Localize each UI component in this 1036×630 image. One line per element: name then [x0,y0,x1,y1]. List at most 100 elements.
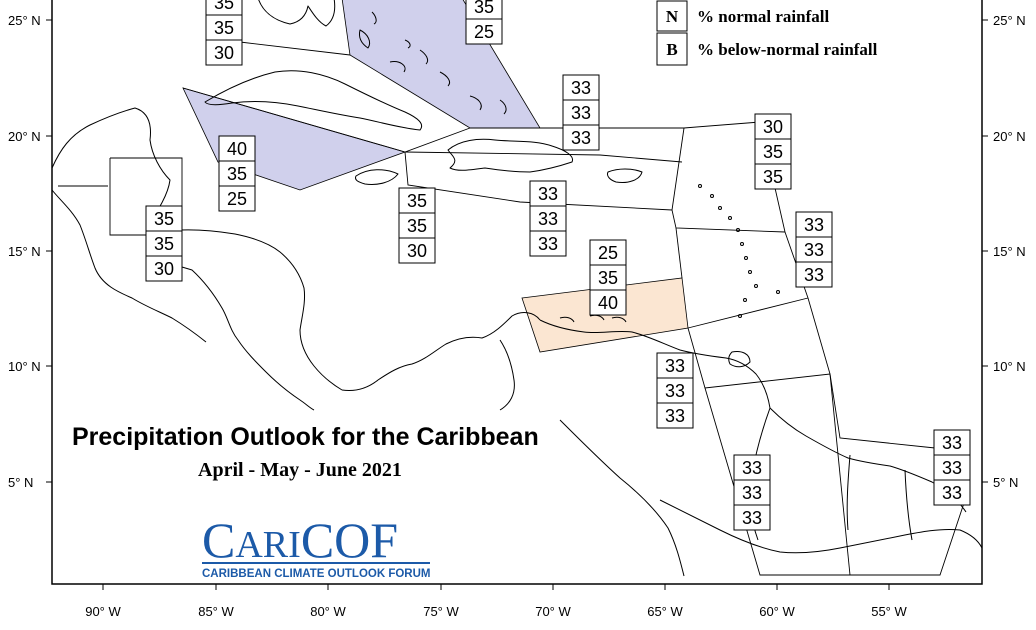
forecast-value: 25 [474,22,494,42]
legend-key-b [656,32,688,66]
lon-label: 55° W [871,604,907,619]
forecast-value: 33 [538,184,558,204]
lat-label-left: 25° N [8,13,41,28]
border-colombia [559,419,685,577]
forecast-cell [529,230,567,257]
coast-jamaica [355,169,399,185]
forecast-cell [933,479,971,506]
legend-key-b-letter: B [666,40,677,59]
legend-label-b: % below-normal rainfall [697,40,878,59]
forecast-value: 33 [742,483,762,503]
lat-label-right: 10° N [993,359,1026,374]
lat-label-right: 20° N [993,129,1026,144]
forecast-box-guyana: 33 33 33 [733,454,771,531]
forecast-boxes: 3535303525403525353530353530333333333333… [145,0,971,531]
forecast-cell [754,138,792,165]
forecast-value: 33 [742,508,762,528]
forecast-value: 33 [804,240,824,260]
legend-label-n: % normal rainfall [697,7,829,26]
lat-label-left: 15° N [8,244,41,259]
forecast-value: 33 [942,483,962,503]
forecast-value: 33 [804,215,824,235]
forecast-box-cayman: 40 35 25 [218,135,256,212]
lat-label-left: 5° N [8,475,33,490]
lat-label-right: 5° N [993,475,1018,490]
border-suriname [846,454,851,531]
forecast-value: 35 [214,18,234,38]
forecast-value: 35 [154,234,174,254]
lon-label: 70° W [535,604,571,619]
legend: N % normal rainfall B % below-normal rai… [656,0,878,66]
forecast-cell [218,185,256,212]
border-french-guiana [904,469,913,541]
forecast-value: 33 [538,209,558,229]
latitude-labels-left: 25° N 20° N 15° N 10° N 5° N [8,13,52,490]
forecast-cell [795,236,833,263]
forecast-value: 35 [598,268,618,288]
forecast-value: 35 [214,0,234,13]
forecast-cell [656,402,694,429]
forecast-cell [218,135,256,162]
latitude-labels-right: 25° N 20° N 15° N 10° N 5° N [982,13,1026,490]
lat-label-right: 25° N [993,13,1026,28]
lat-label-left: 20° N [8,129,41,144]
forecast-cell [205,39,243,66]
logo-text-ari: ARI [235,524,300,566]
legend-key-n-letter: N [666,7,679,26]
forecast-value: 35 [227,164,247,184]
coast-florida [258,0,336,27]
islands-lesser-antilles [698,184,780,318]
forecast-cell [656,352,694,379]
forecast-box-leeward-north: 30 35 35 [754,113,792,190]
forecast-cell [754,113,792,140]
forecast-cell [465,18,503,45]
forecast-value: 35 [407,216,427,236]
forecast-value: 30 [214,43,234,63]
forecast-box-belize: 35 35 30 [145,205,183,282]
forecast-cell [589,289,627,316]
forecast-cell [398,237,436,264]
lat-label-left: 10° N [8,359,41,374]
forecast-cell [733,479,771,506]
lon-label: 75° W [423,604,459,619]
logo-text-c: C [202,512,235,568]
logo-tagline: CARIBBEAN CLIMATE OUTLOOK FORUM [202,568,431,580]
forecast-cell [529,180,567,207]
svg-text:CARICOF: CARICOF [202,512,398,568]
forecast-cell [933,454,971,481]
lon-label: 90° W [85,604,121,619]
forecast-box-bahamas-north-west: 35 35 30 [205,0,243,66]
forecast-cell [795,211,833,238]
coast-maracaibo [499,339,515,411]
forecast-value: 33 [804,265,824,285]
forecast-value: 33 [571,128,591,148]
coastlines [51,0,983,577]
forecast-value: 40 [227,139,247,159]
forecast-value: 30 [154,259,174,279]
forecast-value: 30 [407,241,427,261]
forecast-value: 33 [571,103,591,123]
map-title: Precipitation Outlook for the Caribbean [72,423,539,451]
forecast-box-windward: 33 33 33 [795,211,833,288]
coast-venezuela [539,319,771,409]
forecast-value: 33 [942,433,962,453]
forecast-value: 35 [407,191,427,211]
forecast-value: 33 [538,234,558,254]
coast-trinidad [728,351,751,368]
forecast-value: 35 [763,167,783,187]
forecast-box-abc-islands: 25 35 40 [589,239,627,316]
map-frame [51,0,983,585]
forecast-value: 35 [474,0,494,17]
forecast-value: 33 [665,356,685,376]
legend-key-n [656,0,688,32]
lon-label: 85° W [198,604,234,619]
coast-panama [341,312,541,391]
islands-bahamas [359,11,507,115]
coast-puerto-rico [607,168,643,183]
forecast-cell [933,429,971,456]
forecast-cell [562,124,600,151]
forecast-box-trinidad: 33 33 33 [656,352,694,429]
